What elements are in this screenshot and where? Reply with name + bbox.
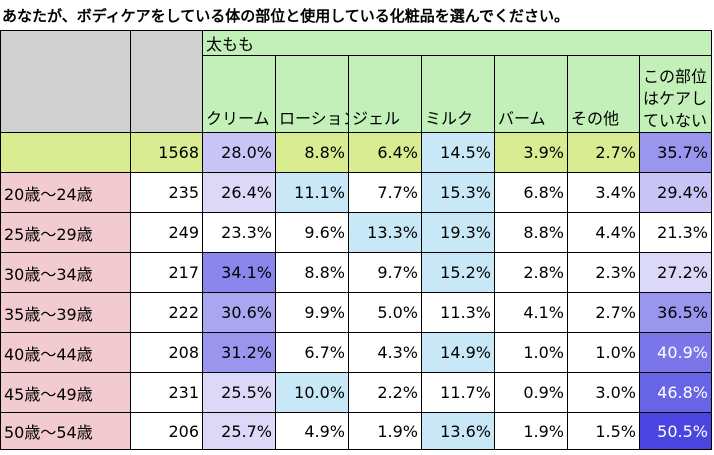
value-cell: 9.9%: [275, 292, 349, 333]
row-n: 231: [130, 372, 203, 413]
value-cell: 1.0%: [494, 332, 568, 373]
value-cell: 4.3%: [348, 332, 422, 373]
total-value-lotion: 8.8%: [275, 132, 349, 173]
col-header-other: その他: [567, 55, 640, 133]
row-n: 235: [130, 172, 203, 213]
value-cell: 9.7%: [348, 252, 422, 293]
col-header-gel: ジェル: [348, 55, 422, 133]
total-row: 1568 28.0% 8.8% 6.4% 14.5% 3.9% 2.7% 35.…: [0, 132, 712, 173]
row-n: 217: [130, 252, 203, 293]
col-header-no-care: この部位 はケアし ていない: [639, 55, 712, 133]
row-n: 208: [130, 332, 203, 373]
value-cell: 25.5%: [202, 372, 276, 413]
total-value-cream: 28.0%: [202, 132, 276, 173]
value-cell: 2.3%: [567, 252, 640, 293]
value-cell: 27.2%: [639, 252, 712, 293]
col-header-milk: ミルク: [421, 55, 495, 133]
value-cell: 3.4%: [567, 172, 640, 213]
value-cell: 25.7%: [202, 412, 276, 450]
row-n: 222: [130, 292, 203, 333]
n-header-cell: [130, 30, 203, 133]
value-cell: 13.3%: [348, 212, 422, 253]
value-cell: 29.4%: [639, 172, 712, 213]
value-cell: 8.8%: [275, 252, 349, 293]
value-cell: 1.9%: [494, 412, 568, 450]
value-cell: 34.1%: [202, 252, 276, 293]
value-cell: 31.2%: [202, 332, 276, 373]
value-cell: 21.3%: [639, 212, 712, 253]
value-cell: 15.2%: [421, 252, 495, 293]
data-table: 太もも クリーム ローション ジェル ミルク バーム その他 この部位 はケアし…: [0, 30, 712, 450]
value-cell: 8.8%: [494, 212, 568, 253]
total-value-milk: 14.5%: [421, 132, 495, 173]
group-header-futomomo: 太もも: [202, 30, 712, 56]
col-header-cream: クリーム: [202, 55, 276, 133]
total-value-no-care: 35.7%: [639, 132, 712, 173]
value-cell: 11.7%: [421, 372, 495, 413]
row-label: 35歳～39歳: [0, 292, 131, 333]
table-row: 45歳～49歳 231 25.5% 10.0% 2.2% 11.7% 0.9% …: [0, 372, 712, 413]
total-value-balm: 3.9%: [494, 132, 568, 173]
row-label: 25歳～29歳: [0, 212, 131, 253]
value-cell: 23.3%: [202, 212, 276, 253]
corner-cell: [0, 30, 131, 133]
value-cell: 19.3%: [421, 212, 495, 253]
value-cell: 50.5%: [639, 412, 712, 450]
col-header-lotion: ローション: [275, 55, 349, 133]
value-cell: 6.8%: [494, 172, 568, 213]
table-row: 25歳～29歳 249 23.3% 9.6% 13.3% 19.3% 8.8% …: [0, 212, 712, 253]
col-header-no-care-line1: この部位: [643, 67, 708, 86]
table-row: 35歳～39歳 222 30.6% 9.9% 5.0% 11.3% 4.1% 2…: [0, 292, 712, 333]
value-cell: 40.9%: [639, 332, 712, 373]
value-cell: 9.6%: [275, 212, 349, 253]
value-cell: 11.3%: [421, 292, 495, 333]
value-cell: 1.9%: [348, 412, 422, 450]
col-header-no-care-line3: ていない: [643, 111, 708, 130]
table-row: 30歳～34歳 217 34.1% 8.8% 9.7% 15.2% 2.8% 2…: [0, 252, 712, 293]
value-cell: 2.7%: [567, 292, 640, 333]
value-cell: 36.5%: [639, 292, 712, 333]
row-label: 45歳～49歳: [0, 372, 131, 413]
value-cell: 7.7%: [348, 172, 422, 213]
value-cell: 15.3%: [421, 172, 495, 213]
col-header-no-care-line2: はケアし: [643, 89, 708, 108]
value-cell: 13.6%: [421, 412, 495, 450]
value-cell: 26.4%: [202, 172, 276, 213]
value-cell: 1.0%: [567, 332, 640, 373]
table-row: 40歳～44歳 208 31.2% 6.7% 4.3% 14.9% 1.0% 1…: [0, 332, 712, 373]
value-cell: 2.2%: [348, 372, 422, 413]
total-label: [0, 132, 131, 173]
value-cell: 5.0%: [348, 292, 422, 333]
value-cell: 4.1%: [494, 292, 568, 333]
table-row: 50歳～54歳 206 25.7% 4.9% 1.9% 13.6% 1.9% 1…: [0, 412, 712, 450]
header-row-columns: クリーム ローション ジェル ミルク バーム その他 この部位 はケアし ていな…: [1, 55, 712, 133]
header-row-group: 太もも: [0, 30, 712, 133]
value-cell: 4.4%: [567, 212, 640, 253]
value-cell: 6.7%: [275, 332, 349, 373]
row-label: 50歳～54歳: [0, 412, 131, 450]
page-title: あなたが、ボディケアをしている体の部位と使用している化粧品を選んでください。: [2, 7, 570, 25]
row-label: 20歳～24歳: [0, 172, 131, 213]
total-n: 1568: [130, 132, 203, 173]
col-header-balm: バーム: [494, 55, 568, 133]
table-row: 20歳～24歳 235 26.4% 11.1% 7.7% 15.3% 6.8% …: [0, 172, 712, 213]
row-n: 206: [130, 412, 203, 450]
value-cell: 3.0%: [567, 372, 640, 413]
row-label: 30歳～34歳: [0, 252, 131, 293]
row-label: 40歳～44歳: [0, 332, 131, 373]
value-cell: 10.0%: [275, 372, 349, 413]
value-cell: 0.9%: [494, 372, 568, 413]
row-n: 249: [130, 212, 203, 253]
value-cell: 46.8%: [639, 372, 712, 413]
value-cell: 2.8%: [494, 252, 568, 293]
value-cell: 4.9%: [275, 412, 349, 450]
value-cell: 1.5%: [567, 412, 640, 450]
value-cell: 11.1%: [275, 172, 349, 213]
value-cell: 30.6%: [202, 292, 276, 333]
total-value-gel: 6.4%: [348, 132, 422, 173]
value-cell: 14.9%: [421, 332, 495, 373]
total-value-other: 2.7%: [567, 132, 640, 173]
